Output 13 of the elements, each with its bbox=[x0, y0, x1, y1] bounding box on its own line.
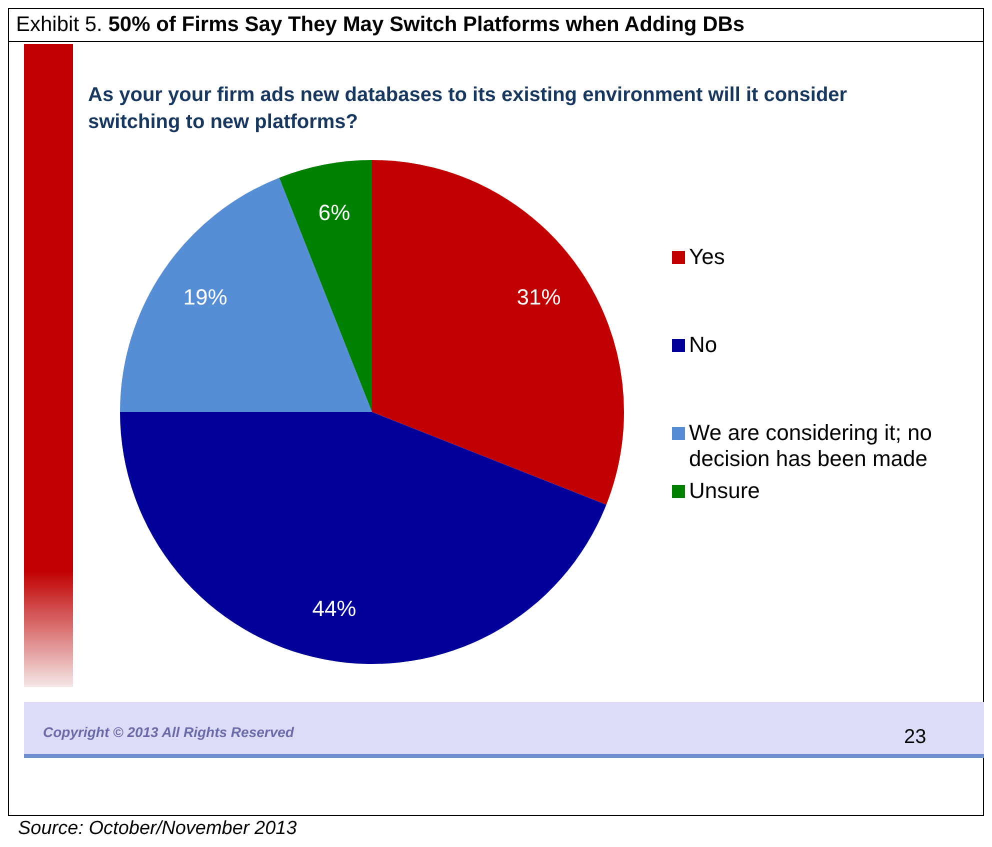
data-label: 19% bbox=[183, 284, 228, 310]
chart-title: Exhibit 5. 50% of Firms Say They May Switch Platforms when Adding DBs bbox=[16, 13, 745, 36]
data-label: 31% bbox=[516, 284, 561, 310]
data-label: 44% bbox=[312, 596, 356, 622]
data-label: 6% bbox=[318, 200, 350, 226]
legend-label: Yes bbox=[689, 244, 725, 270]
chart-subtitle: As your your firm ads new databases to its existing environment will it consider switching to new platforms? bbox=[88, 83, 848, 135]
legend-label: We are considering it; no decision has been made bbox=[689, 420, 933, 472]
legend-label: No bbox=[689, 332, 718, 358]
legend-label: Unsure bbox=[689, 478, 760, 504]
text: Copyright © 2013 All Rights Reserved bbox=[43, 724, 294, 740]
text: 23 bbox=[904, 726, 926, 749]
source-note: Source: October/November 2013 bbox=[18, 818, 297, 840]
